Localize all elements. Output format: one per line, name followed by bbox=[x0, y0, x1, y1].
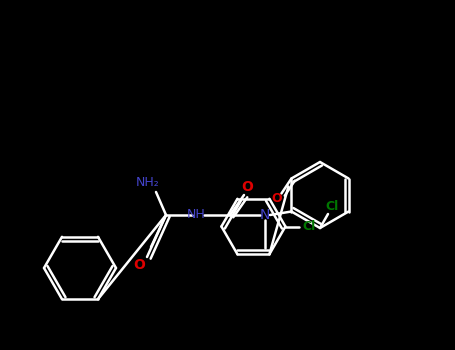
Text: NH₂: NH₂ bbox=[136, 175, 160, 189]
Text: O: O bbox=[241, 180, 253, 194]
Text: NH: NH bbox=[187, 209, 205, 222]
Text: O: O bbox=[271, 192, 282, 205]
Text: N: N bbox=[260, 208, 270, 222]
Text: O: O bbox=[133, 258, 145, 272]
Text: Cl: Cl bbox=[325, 199, 339, 212]
Text: Cl: Cl bbox=[303, 220, 316, 233]
